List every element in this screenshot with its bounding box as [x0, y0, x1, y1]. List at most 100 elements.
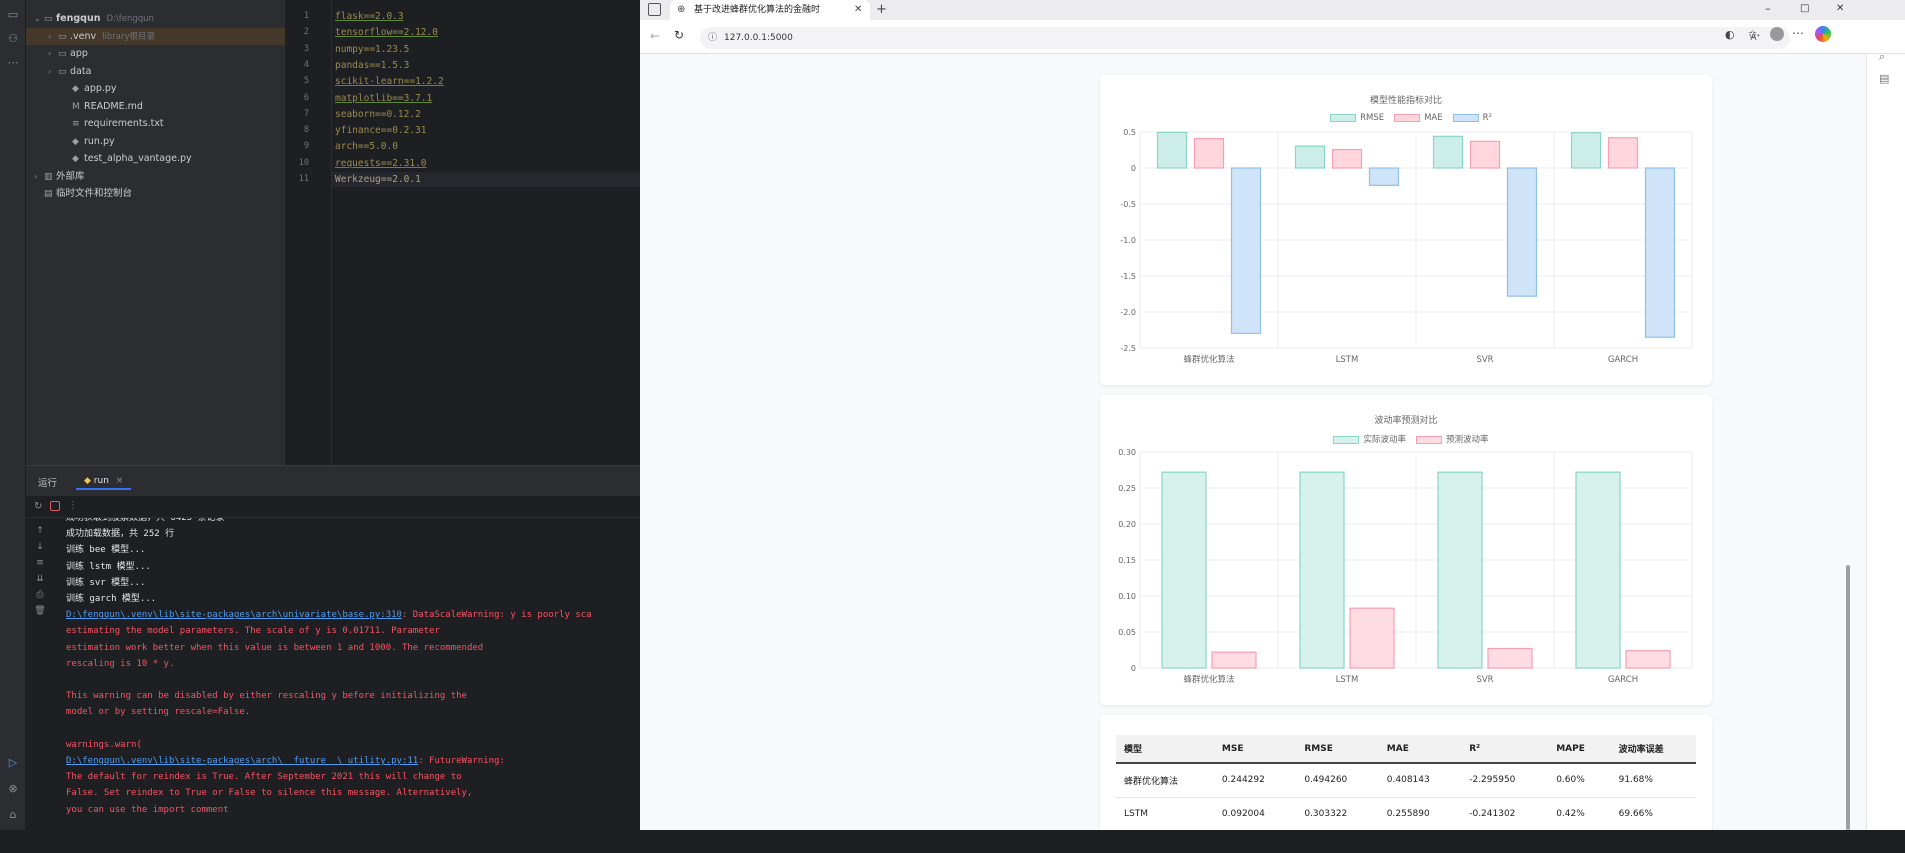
favorites-icon[interactable]: ✩ — [1748, 28, 1758, 41]
run-config-tab[interactable]: ◆ run × — [76, 472, 132, 490]
bar-r--3[interactable] — [1644, 167, 1676, 338]
code-line[interactable]: yfinance==0.2.31 — [335, 125, 427, 137]
code-line[interactable]: Werkzeug==2.0.1 — [335, 174, 421, 185]
maximize-button[interactable]: □ — [1800, 3, 1810, 14]
bar-rmse-0[interactable] — [1156, 131, 1188, 169]
extensions-icon[interactable]: ◐ — [1725, 28, 1735, 41]
legend-swatch[interactable] — [1333, 435, 1360, 444]
read-aloud-icon[interactable]: Aᐩ — [1750, 33, 1760, 43]
code-line[interactable]: flask==2.0.3 — [335, 11, 404, 22]
bar-r--2[interactable] — [1506, 167, 1538, 297]
legend-label[interactable]: MAE — [1424, 113, 1443, 123]
page-scrollbar[interactable] — [1840, 55, 1854, 830]
tree-item[interactable]: M README.md — [62, 98, 143, 115]
bar-mae-3[interactable] — [1607, 137, 1639, 169]
bar-r--0[interactable] — [1230, 167, 1262, 334]
close-tab-icon[interactable]: ✕ — [854, 4, 863, 15]
sidebar-tools-icon[interactable]: ▤ — [1879, 72, 1890, 85]
rerun-icon[interactable]: ↻ — [34, 501, 43, 512]
site-info-icon[interactable]: ⓘ — [708, 33, 718, 43]
console-output[interactable]: 成功获取到股票数据，共 6423 条记录 成功加载数据，共 252 行训练 bee… — [26, 518, 640, 831]
profile-avatar[interactable] — [1770, 27, 1784, 41]
project-icon[interactable]: ▭ — [7, 8, 19, 21]
legend-swatch[interactable] — [1330, 113, 1357, 122]
tree-item[interactable]: ◆ run.py — [62, 133, 115, 150]
bar---0[interactable] — [1211, 651, 1257, 669]
trash-icon[interactable]: 🗑 — [34, 606, 46, 616]
chevron-down-icon[interactable]: ⌄ — [34, 14, 41, 23]
back-icon[interactable]: ← — [650, 29, 661, 43]
bar---1[interactable] — [1349, 607, 1395, 669]
bar---3[interactable] — [1625, 650, 1671, 669]
bar-rmse-1[interactable] — [1294, 145, 1326, 169]
bar-mae-0[interactable] — [1193, 138, 1225, 169]
tree-item[interactable]: › ▭ .venv library根目录 — [26, 27, 285, 45]
menu-icon[interactable]: ⋯ — [1792, 26, 1804, 40]
chevron-right-icon[interactable]: › — [48, 31, 52, 41]
browser-tab[interactable]: ⊕ 基于改进蜂群优化算法的金融时 — [670, 0, 870, 20]
code-line[interactable]: numpy==1.23.5 — [335, 43, 410, 55]
tree-item[interactable]: ≡ requirements.txt — [62, 115, 164, 132]
bar-rmse-3[interactable] — [1570, 132, 1602, 169]
code-line[interactable]: scikit-learn==1.2.2 — [335, 76, 444, 88]
close-window-button[interactable]: ✕ — [1836, 3, 1845, 14]
console-link[interactable]: D:\fengqun\.venv\lib\site-packages\arch\… — [66, 756, 419, 766]
legend-swatch[interactable] — [1394, 113, 1421, 122]
code-line[interactable]: pandas==1.5.3 — [335, 59, 410, 71]
bar---1[interactable] — [1299, 471, 1345, 669]
bar---3[interactable] — [1575, 471, 1621, 669]
new-tab-button[interactable]: + — [876, 2, 887, 17]
legend-swatch[interactable] — [1416, 435, 1442, 444]
refresh-icon[interactable]: ↻ — [674, 28, 685, 42]
chevron-right-icon[interactable]: › — [48, 49, 52, 58]
code-line[interactable]: tensorflow==2.12.0 — [335, 27, 438, 39]
tree-item[interactable]: ⌄ ▭ fengqun D:\fengqun — [34, 10, 154, 27]
close-tab-icon[interactable]: × — [115, 476, 124, 486]
scroll-end-icon[interactable]: ⇊ — [36, 574, 44, 584]
scroll-down-icon[interactable]: ↓ — [36, 542, 44, 552]
code-line[interactable]: requests==2.31.0 — [335, 157, 427, 169]
code-line[interactable]: matplotlib==3.7.1 — [335, 92, 433, 104]
legend-label[interactable]: RMSE — [1360, 113, 1385, 123]
url-bar[interactable]: ⓘ 127.0.0.1:5000 Aᐩ ☆ — [700, 27, 1790, 49]
tree-item[interactable]: ▤ 临时文件和控制台 — [34, 185, 132, 202]
x-tick-label: SVR — [1476, 675, 1493, 685]
code-line[interactable]: seaborn==0.12.2 — [335, 108, 421, 120]
tree-item[interactable]: › ▥ 外部库 — [34, 168, 85, 185]
bar-mae-1[interactable] — [1331, 148, 1363, 169]
tree-item[interactable]: ◆ app.py — [62, 80, 117, 97]
bar---0[interactable] — [1161, 471, 1207, 669]
scroll-up-icon[interactable]: ↑ — [36, 526, 44, 536]
tree-item[interactable]: ◆ test_alpha_vantage.py — [62, 150, 192, 167]
scrollbar-thumb[interactable] — [1846, 565, 1850, 830]
tree-item[interactable]: › ▭ app — [48, 45, 88, 62]
bar-mae-2[interactable] — [1469, 140, 1501, 169]
tree-item[interactable]: › ▭ data — [48, 63, 91, 80]
soft-wrap-icon[interactable]: ≡ — [36, 558, 44, 568]
console-link[interactable]: D:\fengqun\.venv\lib\site-packages\arch\… — [66, 610, 402, 621]
more-icon[interactable]: ⋯ — [7, 56, 19, 69]
code-editor[interactable]: 1 2 3 4 5 6 7 8 9 10 11 flask==2.0.3 tensorflow==2.… — [285, 0, 640, 465]
chevron-right-icon[interactable]: › — [34, 171, 38, 181]
copilot-icon[interactable] — [1815, 26, 1831, 42]
bar-r--1[interactable] — [1368, 167, 1400, 186]
legend-label[interactable]: R² — [1482, 113, 1492, 123]
run-tool-icon[interactable]: ▷ — [8, 756, 18, 769]
services-icon[interactable]: ⊗ — [8, 782, 18, 795]
legend-label[interactable]: 实际波动率 — [1363, 435, 1406, 445]
sidebar-search-icon[interactable]: ⌕ — [1879, 50, 1886, 63]
code-line[interactable]: arch==5.0.0 — [335, 141, 398, 153]
bar-rmse-2[interactable] — [1432, 135, 1464, 169]
structure-icon[interactable]: ⚇ — [8, 32, 18, 45]
terminal-icon[interactable]: ⌂ — [9, 808, 17, 821]
legend-label[interactable]: 预测波动率 — [1446, 435, 1489, 445]
tab-actions-icon[interactable] — [648, 3, 661, 16]
bar---2[interactable] — [1437, 471, 1483, 669]
minimize-button[interactable]: – — [1765, 2, 1771, 15]
legend-swatch[interactable] — [1452, 113, 1479, 122]
more-actions-icon[interactable]: ⋮ — [68, 500, 78, 511]
stop-icon[interactable] — [50, 501, 60, 511]
bar---2[interactable] — [1487, 647, 1533, 669]
chevron-right-icon[interactable]: › — [48, 66, 52, 76]
print-icon[interactable]: ⎙ — [36, 590, 44, 600]
